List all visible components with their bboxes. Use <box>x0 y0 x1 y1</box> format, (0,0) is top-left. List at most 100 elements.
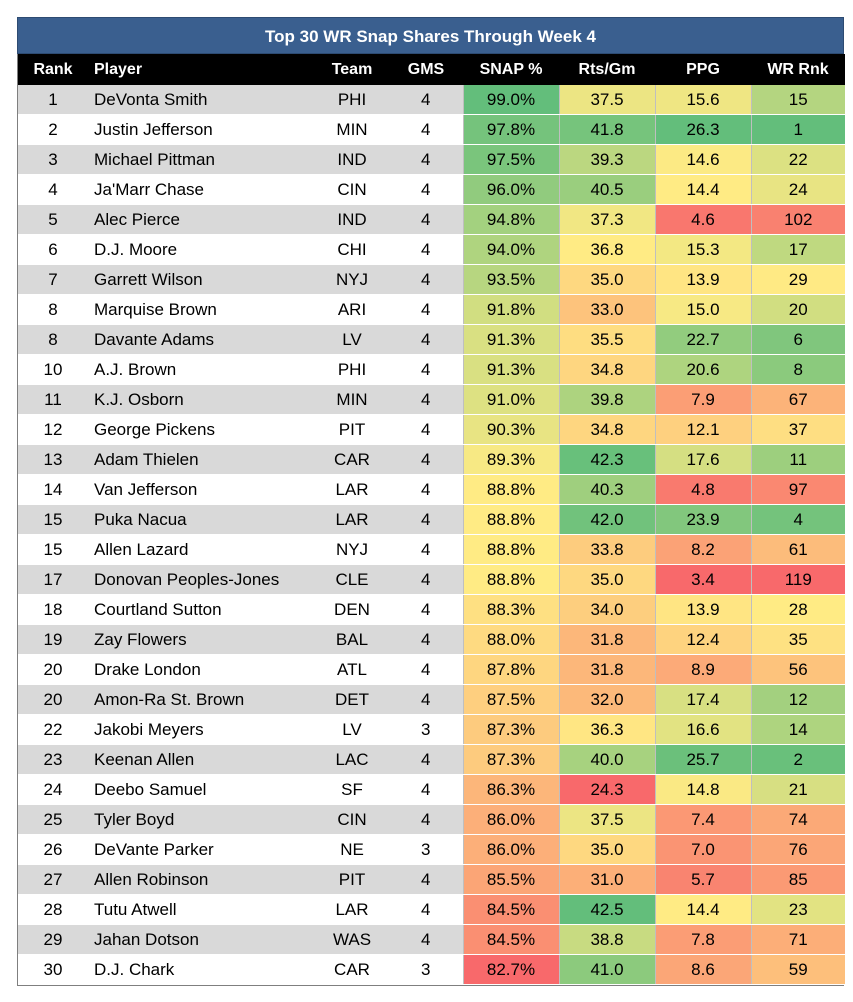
ppg-cell: 13.9 <box>654 264 751 295</box>
table-row: 26 DeVante Parker NE 3 86.0% 35.0 7.0 76 <box>18 834 845 865</box>
wr-rank-cell: 28 <box>750 594 845 625</box>
team-cell: NE <box>315 834 389 865</box>
rank-cell: 22 <box>18 714 88 745</box>
team-cell: LAR <box>315 474 389 505</box>
snap-pct-cell: 86.3% <box>462 774 559 805</box>
routes-per-game-cell: 39.3 <box>558 144 655 175</box>
table-row: 12 George Pickens PIT 4 90.3% 34.8 12.1 37 <box>18 414 845 445</box>
table-row: 25 Tyler Boyd CIN 4 86.0% 37.5 7.4 74 <box>18 804 845 835</box>
snap-pct-cell: 99.0% <box>462 85 559 115</box>
snap-pct-cell: 88.8% <box>462 564 559 595</box>
gms-cell: 4 <box>389 594 463 625</box>
wr-rank-cell: 15 <box>750 85 845 115</box>
wr-rank-cell: 4 <box>750 504 845 535</box>
gms-cell: 4 <box>389 774 463 805</box>
player-cell: DeVante Parker <box>88 834 315 865</box>
routes-per-game-cell: 39.8 <box>558 384 655 415</box>
player-cell: Deebo Samuel <box>88 774 315 805</box>
snap-pct-cell: 91.3% <box>462 354 559 385</box>
team-cell: PHI <box>315 354 389 385</box>
rank-cell: 15 <box>18 504 88 535</box>
rank-cell: 12 <box>18 414 88 445</box>
team-cell: CAR <box>315 444 389 475</box>
player-cell: Allen Robinson <box>88 864 315 895</box>
wr-rank-cell: 61 <box>750 534 845 565</box>
rank-cell: 28 <box>18 894 88 925</box>
gms-cell: 4 <box>389 504 463 535</box>
player-cell: Donovan Peoples-Jones <box>88 564 315 595</box>
team-cell: IND <box>315 144 389 175</box>
team-cell: IND <box>315 204 389 235</box>
table-row: 22 Jakobi Meyers LV 3 87.3% 36.3 16.6 14 <box>18 714 845 745</box>
routes-per-game-cell: 40.0 <box>558 744 655 775</box>
snap-pct-cell: 86.0% <box>462 834 559 865</box>
player-cell: Van Jefferson <box>88 474 315 505</box>
team-cell: DET <box>315 684 389 715</box>
rank-cell: 7 <box>18 264 88 295</box>
col-header-snap: SNAP % <box>479 60 543 78</box>
snap-pct-cell: 94.8% <box>462 204 559 235</box>
snap-pct-cell: 87.3% <box>462 714 559 745</box>
rank-cell: 15 <box>18 534 88 565</box>
snap-pct-cell: 84.5% <box>462 894 559 925</box>
team-cell: LAR <box>315 504 389 535</box>
rank-cell: 2 <box>18 114 88 145</box>
col-header-gms: GMS <box>407 60 445 78</box>
player-cell: Courtland Sutton <box>88 594 315 625</box>
gms-cell: 4 <box>389 684 463 715</box>
routes-per-game-cell: 35.0 <box>558 264 655 295</box>
snap-pct-cell: 93.5% <box>462 264 559 295</box>
table-row: 6 D.J. Moore CHI 4 94.0% 36.8 15.3 17 <box>18 234 845 265</box>
gms-cell: 4 <box>389 744 463 775</box>
gms-cell: 4 <box>389 204 463 235</box>
wr-rank-cell: 24 <box>750 174 845 205</box>
snap-pct-cell: 88.8% <box>462 534 559 565</box>
ppg-cell: 15.6 <box>654 85 751 115</box>
team-cell: LAR <box>315 894 389 925</box>
wr-rank-cell: 35 <box>750 624 845 655</box>
team-cell: NYJ <box>315 534 389 565</box>
wr-rank-cell: 11 <box>750 444 845 475</box>
player-cell: George Pickens <box>88 414 315 445</box>
player-cell: Zay Flowers <box>88 624 315 655</box>
table-row: 23 Keenan Allen LAC 4 87.3% 40.0 25.7 2 <box>18 744 845 775</box>
table-row: 28 Tutu Atwell LAR 4 84.5% 42.5 14.4 23 <box>18 894 845 925</box>
routes-per-game-cell: 31.8 <box>558 654 655 685</box>
wr-rank-cell: 74 <box>750 804 845 835</box>
ppg-cell: 7.8 <box>654 924 751 955</box>
player-cell: Garrett Wilson <box>88 264 315 295</box>
snap-pct-cell: 94.0% <box>462 234 559 265</box>
player-cell: Drake London <box>88 654 315 685</box>
rank-cell: 25 <box>18 804 88 835</box>
gms-cell: 4 <box>389 924 463 955</box>
wr-rank-cell: 119 <box>750 564 845 595</box>
wr-rank-cell: 6 <box>750 324 845 355</box>
team-cell: BAL <box>315 624 389 655</box>
ppg-cell: 8.6 <box>654 954 751 985</box>
snap-pct-cell: 86.0% <box>462 804 559 835</box>
gms-cell: 4 <box>389 534 463 565</box>
team-cell: LAC <box>315 744 389 775</box>
col-header-rts: Rts/Gm <box>578 60 636 78</box>
player-cell: A.J. Brown <box>88 354 315 385</box>
routes-per-game-cell: 35.0 <box>558 834 655 865</box>
wr-rank-cell: 12 <box>750 684 845 715</box>
gms-cell: 4 <box>389 294 463 325</box>
routes-per-game-cell: 34.8 <box>558 414 655 445</box>
snap-pct-cell: 85.5% <box>462 864 559 895</box>
ppg-cell: 7.0 <box>654 834 751 865</box>
rank-cell: 30 <box>18 954 88 985</box>
ppg-cell: 7.9 <box>654 384 751 415</box>
wr-rank-cell: 102 <box>750 204 845 235</box>
routes-per-game-cell: 36.8 <box>558 234 655 265</box>
wr-rank-cell: 2 <box>750 744 845 775</box>
wr-rank-cell: 67 <box>750 384 845 415</box>
team-cell: ARI <box>315 294 389 325</box>
team-cell: PIT <box>315 864 389 895</box>
gms-cell: 4 <box>389 894 463 925</box>
routes-per-game-cell: 42.3 <box>558 444 655 475</box>
gms-cell: 4 <box>389 114 463 145</box>
snap-pct-cell: 96.0% <box>462 174 559 205</box>
routes-per-game-cell: 37.5 <box>558 85 655 115</box>
wr-rank-cell: 76 <box>750 834 845 865</box>
